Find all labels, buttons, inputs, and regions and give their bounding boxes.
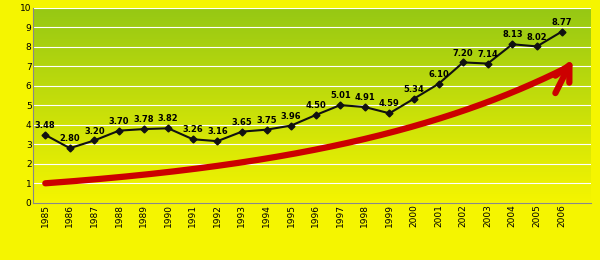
Text: 8.02: 8.02 <box>527 32 547 42</box>
Text: 8.77: 8.77 <box>551 18 572 27</box>
Text: 3.70: 3.70 <box>109 117 129 126</box>
Text: 3.20: 3.20 <box>84 127 105 135</box>
Text: 3.65: 3.65 <box>232 118 253 127</box>
Text: 7.20: 7.20 <box>453 49 473 57</box>
Text: 3.96: 3.96 <box>281 112 301 121</box>
Text: 3.16: 3.16 <box>207 127 228 136</box>
Text: 3.75: 3.75 <box>256 116 277 125</box>
Text: 4.50: 4.50 <box>305 101 326 110</box>
Text: 4.91: 4.91 <box>355 93 375 102</box>
Text: 4.59: 4.59 <box>379 99 400 108</box>
Text: 3.82: 3.82 <box>158 114 179 124</box>
Text: 3.78: 3.78 <box>133 115 154 124</box>
Text: 5.34: 5.34 <box>404 85 424 94</box>
Text: 6.10: 6.10 <box>428 70 449 79</box>
Text: 3.48: 3.48 <box>35 121 56 130</box>
Text: 5.01: 5.01 <box>330 91 350 100</box>
Text: 8.13: 8.13 <box>502 30 523 39</box>
Text: 7.14: 7.14 <box>478 50 498 59</box>
Text: 3.26: 3.26 <box>182 125 203 134</box>
Text: 2.80: 2.80 <box>59 134 80 143</box>
